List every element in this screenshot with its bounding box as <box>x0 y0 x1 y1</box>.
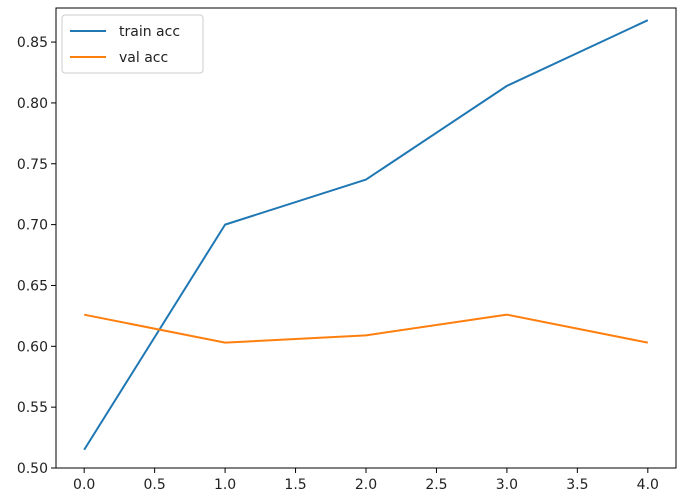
y-tick-label: 0.75 <box>17 157 48 173</box>
y-tick-label: 0.85 <box>17 35 48 51</box>
x-tick-label: 0.5 <box>144 477 166 493</box>
legend-box <box>61 14 204 74</box>
y-tick-label: 0.55 <box>17 400 48 416</box>
y-tick-label: 0.65 <box>17 278 48 294</box>
x-tick-label: 3.5 <box>566 477 588 493</box>
y-tick-label: 0.50 <box>17 461 48 477</box>
series-layer <box>83 19 649 451</box>
x-tick-label: 0.0 <box>73 477 95 493</box>
y-tick-label: 0.60 <box>17 339 48 355</box>
legend: train acc val acc <box>61 14 204 74</box>
axis-ticks: 0.0 0.5 1.0 1.5 2.0 2.5 3.0 3.5 4.0 0.50 0.55 0.60 0… <box>17 35 659 493</box>
x-tick-label: 2.0 <box>355 477 377 493</box>
x-tick-label: 1.0 <box>214 477 236 493</box>
y-tick-label: 0.80 <box>17 96 48 112</box>
x-tick-label: 1.5 <box>284 477 306 493</box>
x-tick-label: 3.0 <box>496 477 518 493</box>
legend-train-acc-label: train acc <box>119 24 180 40</box>
y-tick-label: 0.70 <box>17 218 48 234</box>
x-tick-label: 2.5 <box>425 477 447 493</box>
x-tick-label: 4.0 <box>637 477 659 493</box>
legend-val-acc-label: val acc <box>119 50 168 66</box>
